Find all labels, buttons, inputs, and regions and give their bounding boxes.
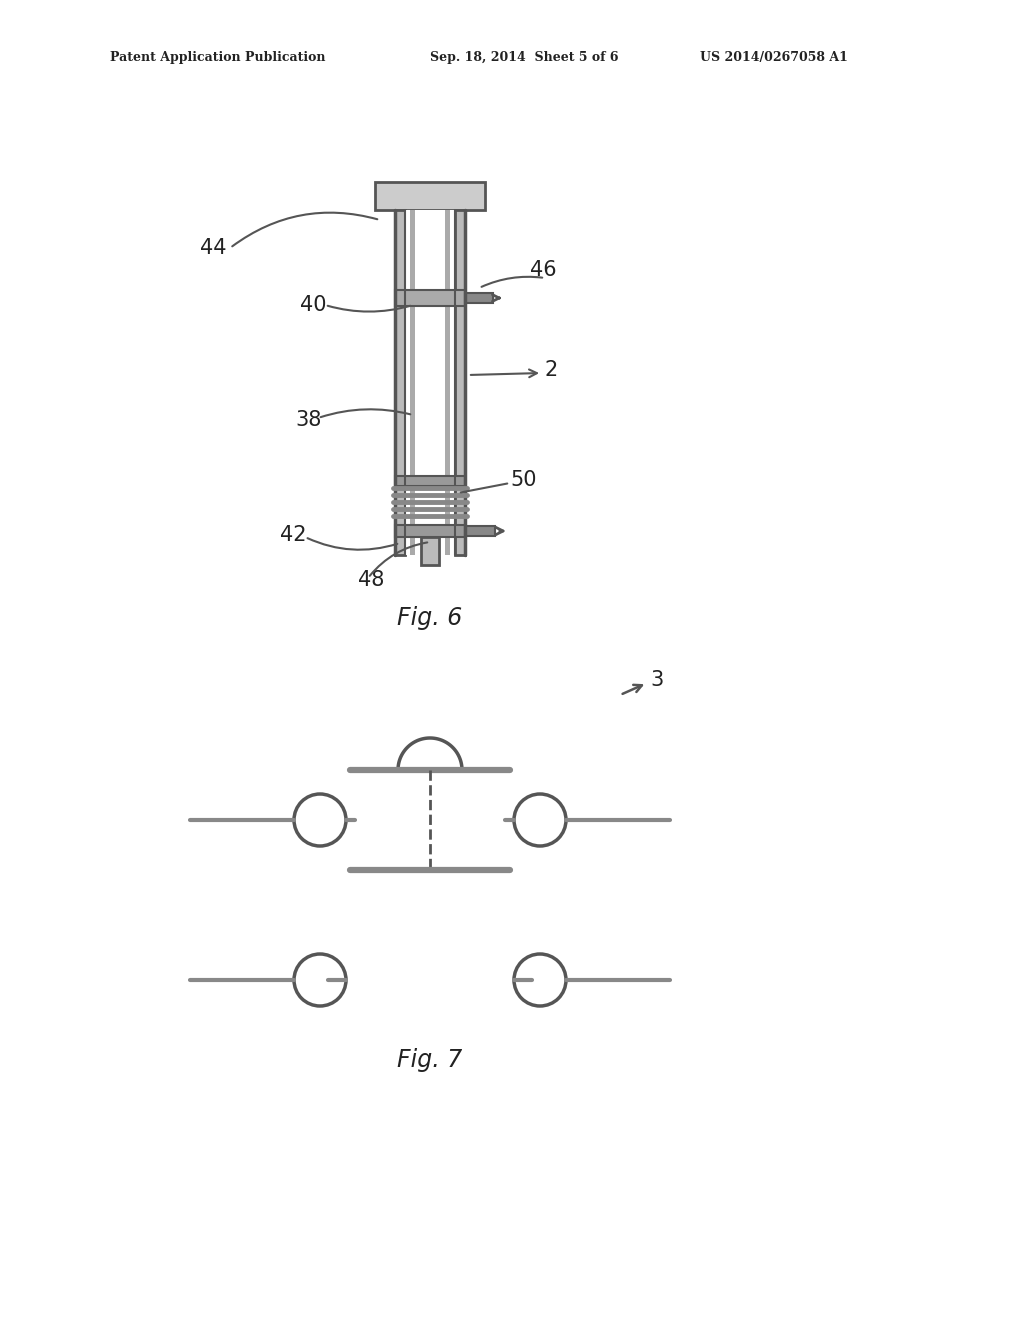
Text: 48: 48: [358, 570, 384, 590]
Bar: [395, 290, 465, 306]
Bar: [375, 182, 485, 210]
Bar: [406, 210, 455, 554]
Text: 2: 2: [545, 360, 558, 380]
Bar: [421, 537, 439, 565]
Bar: [455, 210, 465, 554]
Bar: [465, 525, 495, 536]
Bar: [395, 210, 406, 554]
Text: 44: 44: [200, 238, 226, 257]
Bar: [395, 525, 465, 537]
Text: 3: 3: [650, 671, 664, 690]
Text: Patent Application Publication: Patent Application Publication: [110, 51, 326, 65]
Text: Fig. 7: Fig. 7: [397, 1048, 463, 1072]
Text: US 2014/0267058 A1: US 2014/0267058 A1: [700, 51, 848, 65]
Bar: [410, 210, 415, 554]
Text: Sep. 18, 2014  Sheet 5 of 6: Sep. 18, 2014 Sheet 5 of 6: [430, 51, 618, 65]
Text: 38: 38: [295, 411, 322, 430]
Text: 50: 50: [510, 470, 537, 490]
Bar: [395, 477, 465, 486]
Text: Fig. 6: Fig. 6: [397, 606, 463, 630]
Text: 40: 40: [300, 294, 327, 315]
Text: 46: 46: [530, 260, 557, 280]
Bar: [465, 293, 493, 304]
Bar: [445, 210, 450, 554]
Text: 42: 42: [280, 525, 306, 545]
